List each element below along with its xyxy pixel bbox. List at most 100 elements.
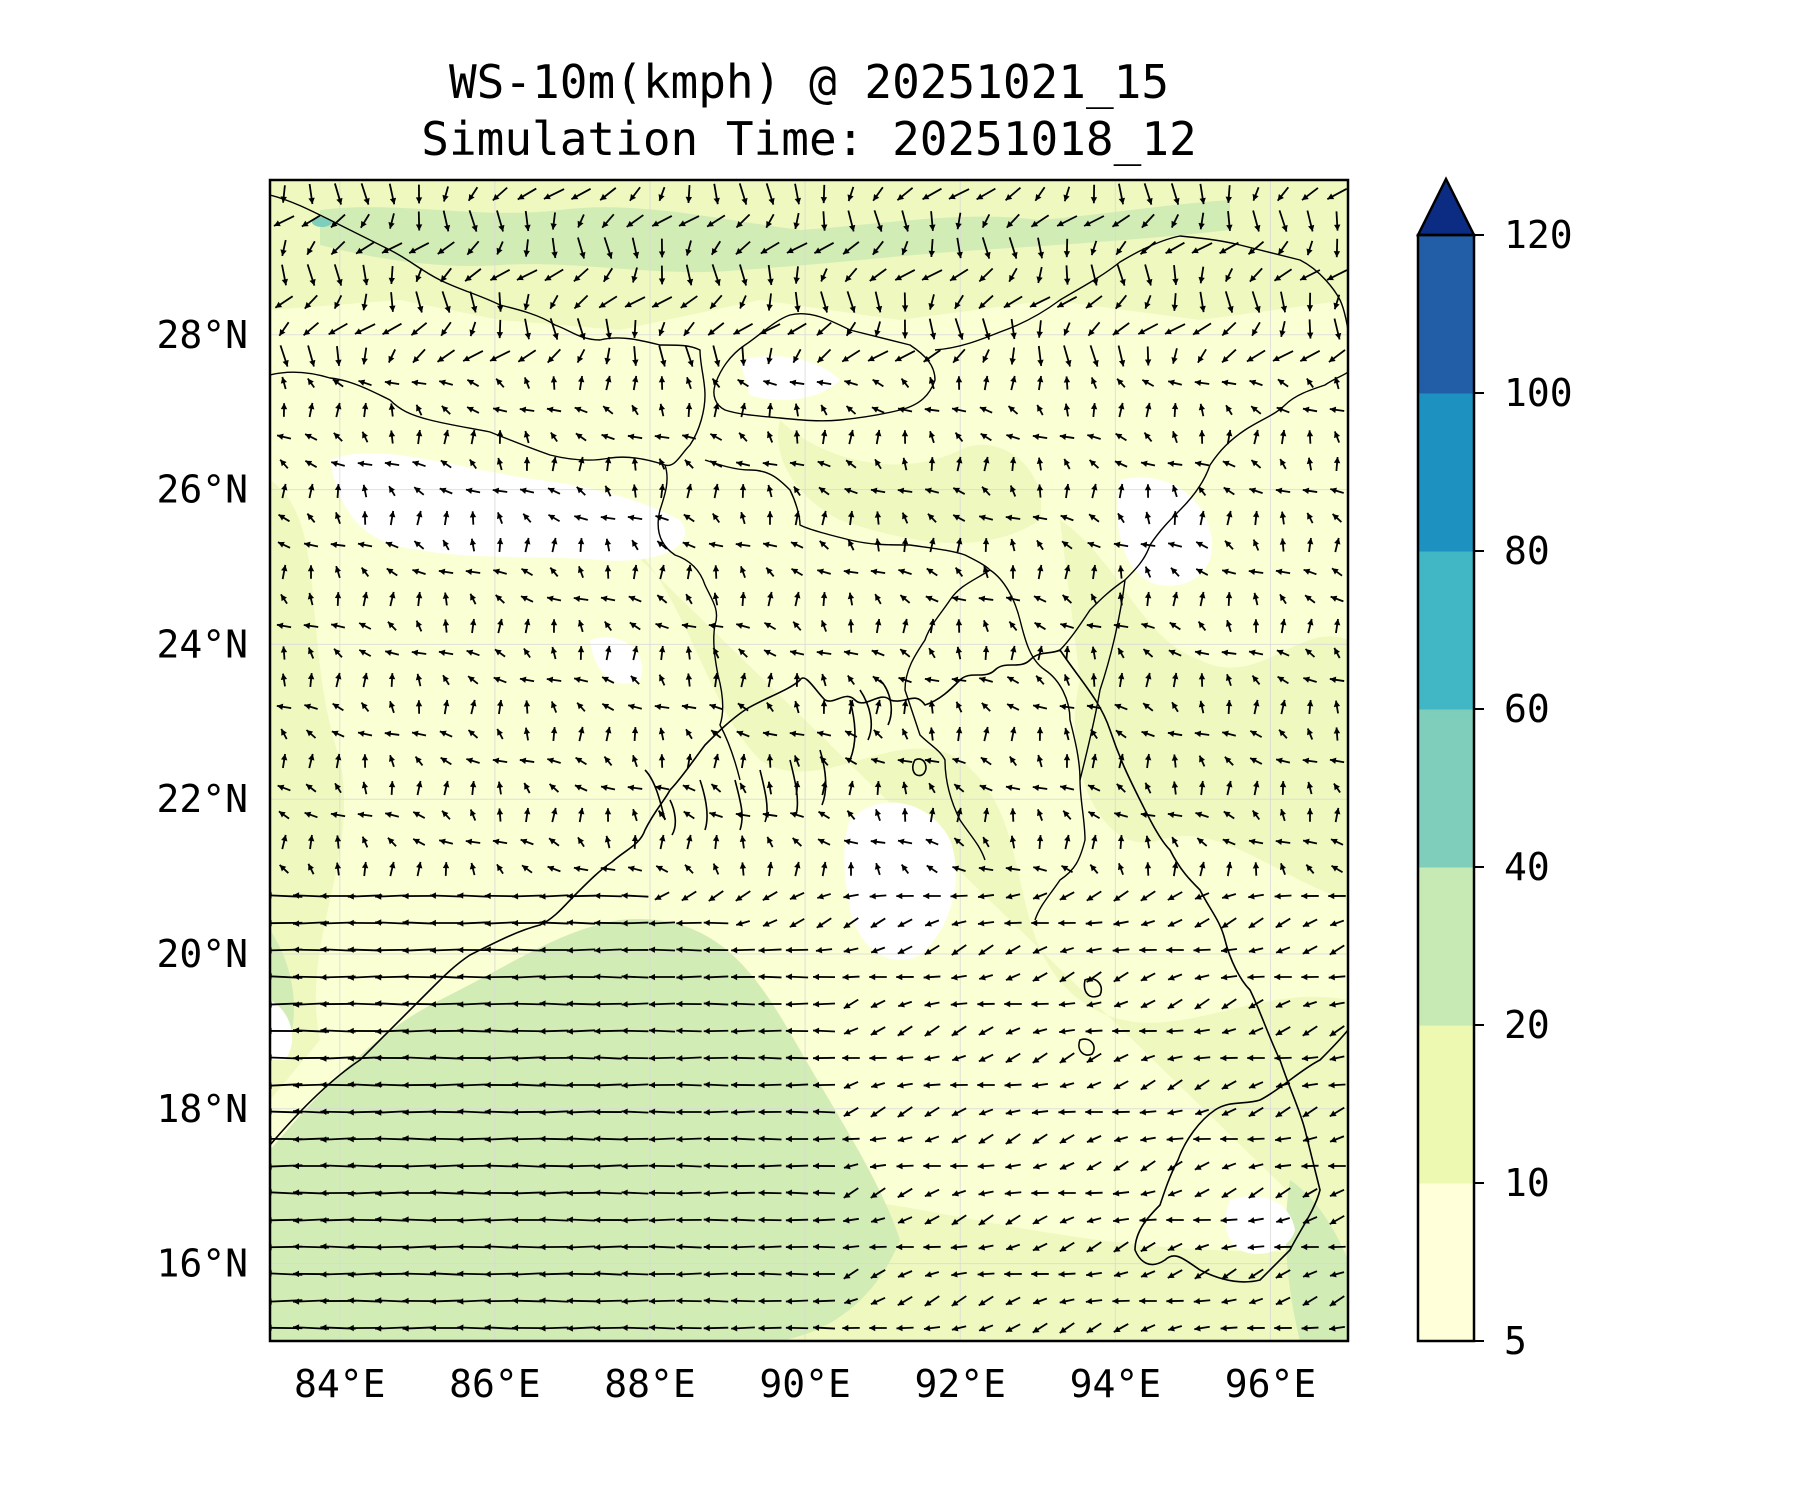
wind-vector xyxy=(440,459,452,469)
wind-vector xyxy=(484,1162,516,1169)
wind-vector xyxy=(676,919,702,927)
wind-vector xyxy=(415,673,423,687)
wind-vector xyxy=(1140,1160,1156,1172)
wind-vector xyxy=(978,1190,994,1197)
wind-vector xyxy=(812,973,836,981)
wind-vector xyxy=(308,753,315,769)
wind-vector xyxy=(375,1135,409,1142)
wind-vector xyxy=(648,946,676,953)
wind-vector xyxy=(1036,539,1044,551)
wind-vector xyxy=(600,595,616,602)
wind-vector xyxy=(304,703,318,710)
wind-vector xyxy=(1166,1216,1184,1224)
wind-vector xyxy=(897,1106,913,1118)
wind-vector xyxy=(539,893,569,900)
wind-vector xyxy=(793,266,800,284)
wind-vector xyxy=(1221,1244,1237,1251)
wind-vector xyxy=(631,404,639,416)
wind-vector xyxy=(956,237,963,259)
wind-vector xyxy=(566,1189,596,1197)
wind-vector xyxy=(303,622,319,629)
wind-vector xyxy=(550,619,558,633)
wind-vector xyxy=(1329,1325,1345,1332)
wind-vector xyxy=(523,727,531,741)
wind-vector xyxy=(416,510,423,526)
wind-vector xyxy=(1306,457,1314,471)
wind-vector xyxy=(362,591,369,607)
wind-vector xyxy=(924,1001,940,1008)
wind-vector xyxy=(658,186,666,202)
wind-vector xyxy=(1063,322,1071,336)
wind-vector xyxy=(1249,487,1263,494)
wind-vector xyxy=(1143,432,1153,442)
wind-vector xyxy=(466,240,480,256)
wind-vector xyxy=(1063,754,1071,768)
wind-vector xyxy=(978,865,994,872)
wind-vector xyxy=(731,1109,755,1116)
wind-vector xyxy=(1226,861,1233,877)
wind-vector xyxy=(902,618,909,634)
wind-vector xyxy=(735,920,751,927)
wind-vector xyxy=(955,646,963,660)
wind-vector xyxy=(1168,649,1182,657)
wind-vector xyxy=(1333,238,1341,258)
wind-vector xyxy=(1113,1000,1129,1008)
wind-vector xyxy=(627,433,643,440)
wind-vector xyxy=(842,1135,860,1143)
wind-vector xyxy=(792,348,802,364)
wind-vector xyxy=(1010,375,1017,391)
wind-vector xyxy=(497,699,504,715)
wind-vector xyxy=(955,701,963,713)
wind-vector xyxy=(522,513,532,523)
wind-vector xyxy=(1090,646,1098,660)
wind-vector xyxy=(1329,406,1345,414)
wind-vector xyxy=(648,973,676,981)
wind-vector xyxy=(843,1027,859,1035)
wind-vector xyxy=(320,1162,356,1169)
wind-vector xyxy=(1169,621,1181,631)
wind-vector xyxy=(546,406,562,413)
wind-vector xyxy=(1036,484,1044,498)
wind-vector xyxy=(736,622,750,629)
wind-vector xyxy=(712,863,720,875)
wind-vector xyxy=(1198,673,1206,687)
wind-vector xyxy=(789,730,805,738)
wind-vector xyxy=(1118,672,1125,688)
wind-vector xyxy=(952,757,966,765)
wind-vector xyxy=(1086,703,1102,710)
wind-vector xyxy=(901,210,910,232)
wind-vector xyxy=(739,264,748,286)
wind-vector xyxy=(438,838,454,845)
wind-vector xyxy=(1251,291,1261,313)
wind-vector xyxy=(1145,672,1152,688)
wind-vector xyxy=(520,595,534,603)
wind-vector xyxy=(923,1243,941,1251)
wind-vector xyxy=(758,1216,782,1224)
wind-vector xyxy=(926,567,938,577)
wind-vector xyxy=(358,622,372,630)
wind-vector xyxy=(952,865,966,872)
wind-vector xyxy=(278,513,290,523)
wind-vector xyxy=(594,1163,622,1170)
wind-vector xyxy=(763,649,777,657)
wind-vector xyxy=(436,349,456,363)
wind-vector xyxy=(1086,890,1102,902)
wind-vector xyxy=(897,838,913,845)
wind-vector xyxy=(1306,699,1314,715)
wind-vector xyxy=(389,861,396,877)
wind-vector xyxy=(361,484,369,498)
wind-vector xyxy=(429,892,463,899)
wind-vector xyxy=(1009,538,1017,552)
wind-vector xyxy=(977,1162,995,1170)
wind-vector xyxy=(566,1109,596,1116)
wind-vector xyxy=(566,1297,596,1305)
wind-vector xyxy=(766,861,774,877)
wind-vector xyxy=(1113,1053,1129,1063)
wind-vector xyxy=(1195,811,1209,819)
wind-vector xyxy=(599,187,617,201)
wind-vector xyxy=(648,1217,676,1224)
wind-vector xyxy=(731,1325,755,1332)
wind-vector xyxy=(484,1189,516,1197)
wind-vector xyxy=(573,676,589,683)
wind-vector xyxy=(442,862,450,876)
